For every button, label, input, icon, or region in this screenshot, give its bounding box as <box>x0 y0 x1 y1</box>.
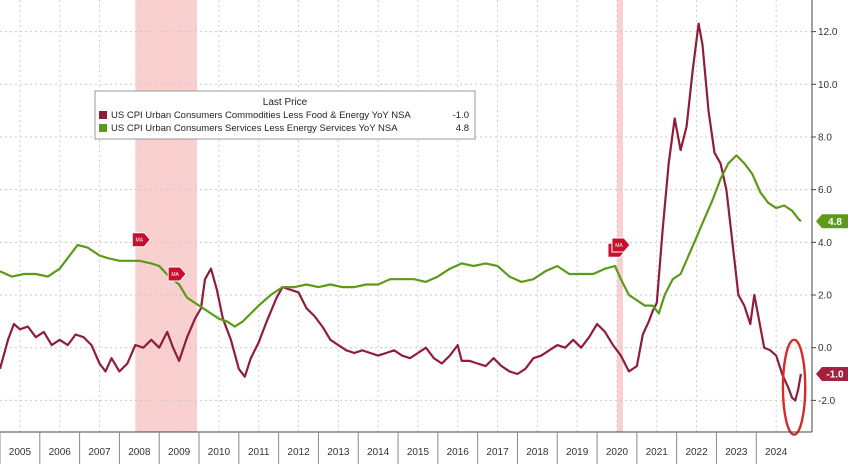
x-tick-label: 2020 <box>606 447 629 458</box>
x-tick-label: 2008 <box>128 447 151 458</box>
gridlines <box>0 0 812 432</box>
last-value-tags: 4.8 -1.0 <box>816 214 848 382</box>
y-tick-label: 2.0 <box>818 291 832 302</box>
legend: Last Price US CPI Urban Consumers Commodi… <box>94 90 476 140</box>
series-line-1 <box>0 22 802 402</box>
highlight-annotation <box>781 338 807 436</box>
recession-band <box>616 0 623 432</box>
event-marker-2 <box>167 266 187 282</box>
y-tick-label: 12.0 <box>818 27 838 38</box>
highlight-circle <box>781 338 807 436</box>
x-tick-label: 2016 <box>447 447 470 458</box>
x-tick-label: 2015 <box>407 447 430 458</box>
x-tick-label: 2012 <box>287 447 310 458</box>
x-tick-label: 2006 <box>49 447 72 458</box>
event-marker-1 <box>131 232 151 248</box>
event-marker-label-2: MA <box>171 272 179 278</box>
legend-label-2: US CPI Urban Consumers Services Less Ene… <box>111 123 398 134</box>
recession-bands <box>135 0 623 432</box>
last-value-tag-1 <box>816 214 848 229</box>
x-tick-label: 2013 <box>327 447 350 458</box>
x-tick-label: 2017 <box>486 447 509 458</box>
legend-value-1: -1.0 <box>453 110 469 121</box>
y-tick-label: 6.0 <box>818 185 832 196</box>
y-tick-label: -2.0 <box>818 396 836 407</box>
series-line-2 <box>0 154 802 328</box>
legend-title: Last Price <box>263 97 308 108</box>
x-tick-label: 2014 <box>367 447 390 458</box>
recession-band <box>135 0 198 432</box>
event-marker-label-1: MA <box>136 238 144 244</box>
event-marker-4 <box>611 237 631 253</box>
x-tick-label: 2011 <box>248 447 270 458</box>
legend-value-2: 4.8 <box>456 123 469 134</box>
y-tick-label: 4.0 <box>818 238 832 249</box>
x-tick-label: 2009 <box>168 447 191 458</box>
x-tick-label: 2007 <box>88 447 111 458</box>
x-tick-label: 2018 <box>526 447 549 458</box>
x-tick-label: 2019 <box>566 447 589 458</box>
legend-label-1: US CPI Urban Consumers Commodities Less … <box>111 110 411 121</box>
legend-swatch-2 <box>99 124 107 132</box>
last-value-tag-label-1: 4.8 <box>828 217 842 228</box>
last-value-tag-label-2: -1.0 <box>826 370 844 381</box>
y-tick-label: 8.0 <box>818 132 832 143</box>
x-tick-label: 2023 <box>725 447 748 458</box>
last-value-tag-2 <box>816 367 848 382</box>
legend-box <box>94 90 476 140</box>
y-tick-label: 0.0 <box>818 343 832 354</box>
axes: -2.0 0.0 2.0 4.0 6.0 8.0 10.0 12.0 2005 2006 2007 2… <box>0 0 838 464</box>
event-markers: MAMAMAMA <box>131 232 631 282</box>
legend-swatch-1 <box>99 111 107 119</box>
event-marker-label-4: MA <box>615 243 623 249</box>
x-tick-label: 2022 <box>685 447 708 458</box>
x-tick-label: 2005 <box>9 447 32 458</box>
x-tick-label: 2021 <box>646 447 669 458</box>
x-tick-label: 2010 <box>208 447 231 458</box>
y-tick-label: 10.0 <box>818 80 838 91</box>
series-lines <box>0 22 802 402</box>
x-tick-label: 2024 <box>765 447 788 458</box>
